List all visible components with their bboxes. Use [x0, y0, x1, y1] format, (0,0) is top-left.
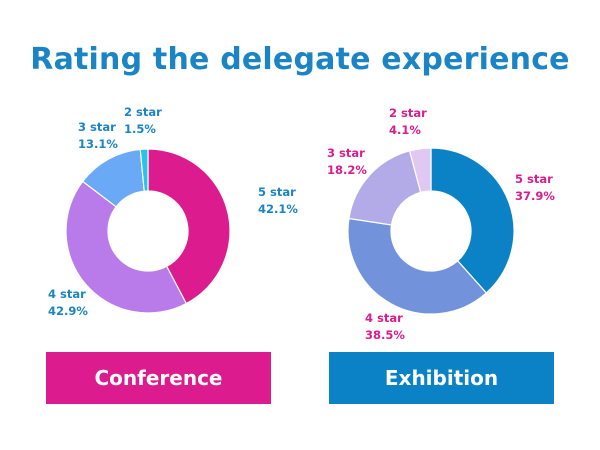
slice-category-label: 5 star [515, 172, 553, 186]
slice-value-label: 4.1% [389, 123, 421, 137]
exhibition-donut: 5 star 37.9% 4 star 38.5% 3 star 18.2% 2 star 4… [327, 106, 555, 342]
slice-3-star [348, 150, 422, 226]
slice-value-label: 42.9% [48, 304, 88, 318]
slice-value-label: 13.1% [78, 137, 118, 151]
slice-5-star [430, 147, 515, 294]
slice-4-star [347, 217, 488, 315]
slice-value-label: 37.9% [515, 189, 555, 203]
slice-category-label: 5 star [258, 185, 296, 199]
slice-4-star [65, 180, 188, 314]
slice-category-label: 2 star [389, 106, 427, 120]
slice-2-star [408, 147, 432, 194]
slice-value-label: 42.1% [258, 202, 298, 216]
slice-category-label: 3 star [78, 120, 116, 134]
chart-title: Rating the delegate experience [30, 42, 570, 77]
conference-banner: Conference [46, 352, 271, 404]
slice-value-label: 1.5% [124, 122, 156, 136]
slice-value-label: 38.5% [365, 328, 405, 342]
slice-category-label: 3 star [327, 146, 365, 160]
slice-category-label: 2 star [124, 105, 162, 119]
slice-category-label: 4 star [48, 287, 86, 301]
slice-2-star [139, 148, 149, 192]
slice-category-label: 4 star [365, 311, 403, 325]
slice-value-label: 18.2% [327, 163, 367, 177]
exhibition-banner: Exhibition [329, 352, 554, 404]
slice-5-star [147, 148, 231, 305]
conference-donut: 5 star 42.1% 4 star 42.9% 3 star 13.1% 2 star 1… [48, 105, 298, 318]
